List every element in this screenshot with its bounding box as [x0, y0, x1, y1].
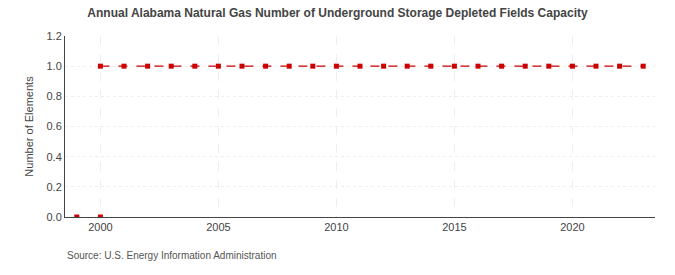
svg-text:2020: 2020 — [560, 221, 584, 233]
svg-text:Number of Elements: Number of Elements — [23, 76, 35, 177]
svg-text:2000: 2000 — [88, 221, 112, 233]
svg-text:Source: U.S. Energy Informatio: Source: U.S. Energy Information Administ… — [67, 250, 277, 261]
svg-text:0.8: 0.8 — [47, 90, 62, 102]
svg-text:2010: 2010 — [324, 221, 348, 233]
svg-text:0.2: 0.2 — [47, 181, 62, 193]
svg-text:0.6: 0.6 — [47, 120, 62, 132]
svg-text:0.4: 0.4 — [47, 151, 62, 163]
svg-text:1.2: 1.2 — [47, 30, 62, 42]
svg-text:1.0: 1.0 — [47, 60, 62, 72]
svg-text:2005: 2005 — [206, 221, 230, 233]
svg-text:Annual Alabama Natural Gas Num: Annual Alabama Natural Gas Number of Und… — [87, 6, 588, 20]
svg-text:2015: 2015 — [442, 221, 466, 233]
svg-text:0.0: 0.0 — [47, 211, 62, 223]
